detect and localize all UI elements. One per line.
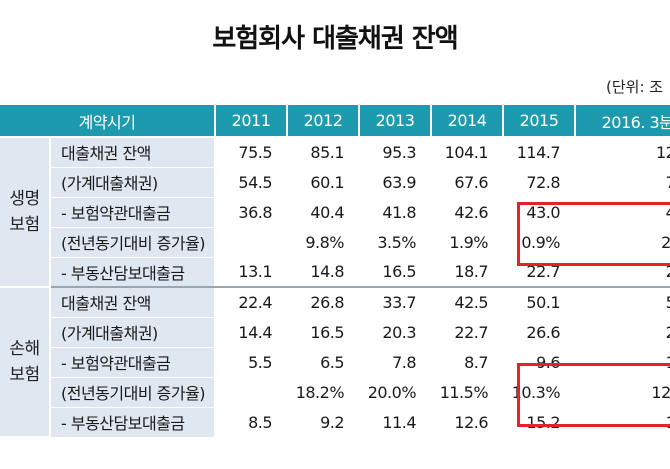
value-cell: 20.3	[359, 317, 433, 348]
table-row: (전년동기대비 증가율) 9.8% 3.5% 1.9% 0.9% 2.6	[0, 227, 670, 258]
value-cell: 25	[575, 257, 670, 288]
value-cell: 42.5	[431, 287, 505, 318]
value-cell: 22.7	[431, 317, 505, 348]
header-year: 2013	[359, 105, 433, 138]
value-cell: 5.5	[215, 347, 289, 378]
value-cell: 14.8	[287, 257, 361, 288]
value-cell: 14.4	[215, 317, 289, 348]
value-cell: 20.0%	[359, 377, 433, 408]
value-cell: 67.6	[431, 167, 505, 198]
value-cell: 26.6	[503, 317, 577, 348]
unit-note: (단위: 조	[606, 78, 664, 96]
row-label: (가계대출채권)	[50, 167, 217, 198]
value-cell: 11.5%	[431, 377, 505, 408]
value-cell: 22.7	[503, 257, 577, 288]
table-row: (전년동기대비 증가율) 18.2% 20.0% 11.5% 10.3% 12.…	[0, 377, 670, 408]
value-cell: 22.4	[215, 287, 289, 318]
table-row: - 부동산담보대출금 8.5 9.2 11.4 12.6 15.2 16	[0, 407, 670, 438]
value-cell: 26.8	[287, 287, 361, 318]
loan-balance-table: 계약시기 2011 2012 2013 2014 2015 2016. 3분 생…	[0, 105, 670, 438]
header-contract-period: 계약시기	[0, 105, 217, 138]
value-cell: 114.7	[503, 137, 577, 168]
value-cell: 9.8%	[287, 227, 361, 258]
value-cell: 95.3	[359, 137, 433, 168]
table-row: 생명 보험 대출채권 잔액 75.5 85.1 95.3 104.1 114.7…	[0, 137, 670, 288]
value-cell: 9.6	[503, 347, 577, 378]
header-year: 2012	[287, 105, 361, 138]
value-cell: 29	[575, 317, 670, 348]
value-cell: 50.1	[503, 287, 577, 318]
value-cell: 2.6	[575, 227, 670, 258]
row-label: (전년동기대비 증가율)	[50, 377, 217, 408]
value-cell: 123	[575, 137, 670, 168]
table-title: 보험회사 대출채권 잔액	[212, 24, 458, 54]
value-cell: 16.5	[359, 257, 433, 288]
highlight-box-life	[517, 202, 670, 266]
row-label: (가계대출채권)	[50, 317, 217, 348]
value-cell: 41.8	[359, 197, 433, 228]
header-year: 2016. 3분	[575, 105, 670, 138]
row-label: 대출채권 잔액	[50, 287, 217, 318]
value-cell: 63.9	[359, 167, 433, 198]
value-cell: 0.9%	[503, 227, 577, 258]
value-cell: 33.7	[359, 287, 433, 318]
header-year: 2011	[215, 105, 289, 138]
value-cell: 13.1	[215, 257, 289, 288]
value-cell: 72.8	[503, 167, 577, 198]
header-year: 2015	[503, 105, 577, 138]
value-cell: 8.5	[215, 407, 289, 438]
table-row: - 보험약관대출금 36.8 40.4 41.8 42.6 43.0 43	[0, 197, 670, 228]
value-cell: 43.0	[503, 197, 577, 228]
row-label: 대출채권 잔액	[50, 137, 217, 168]
row-label: - 보험약관대출금	[50, 197, 217, 228]
value-cell: 16	[575, 407, 670, 438]
value-cell: 16.5	[287, 317, 361, 348]
value-cell: 60.1	[287, 167, 361, 198]
row-label: - 부동산담보대출금	[50, 257, 217, 288]
table-row: (가계대출채권) 14.4 16.5 20.3 22.7 26.6 29	[0, 317, 670, 348]
value-cell: 15.2	[503, 407, 577, 438]
row-label: (전년동기대비 증가율)	[50, 227, 217, 258]
table-row: - 보험약관대출금 5.5 6.5 7.8 8.7 9.6 10	[0, 347, 670, 378]
value-cell: 42.6	[431, 197, 505, 228]
value-cell: 40.4	[287, 197, 361, 228]
group-label-nonlife: 손해 보험	[0, 287, 51, 438]
value-cell: 75.5	[215, 137, 289, 168]
table-row: - 부동산담보대출금 13.1 14.8 16.5 18.7 22.7 25	[0, 257, 670, 288]
value-cell: 1.9%	[431, 227, 505, 258]
value-cell	[215, 377, 289, 408]
value-cell: 56	[575, 287, 670, 318]
value-cell: 7.8	[359, 347, 433, 378]
value-cell: 9.2	[287, 407, 361, 438]
value-cell: 10.3%	[503, 377, 577, 408]
value-cell: 11.4	[359, 407, 433, 438]
header-year: 2014	[431, 105, 505, 138]
value-cell: 12.6	[431, 407, 505, 438]
value-cell: 12.3	[575, 377, 670, 408]
value-cell: 18.2%	[287, 377, 361, 408]
value-cell: 76	[575, 167, 670, 198]
value-cell	[215, 227, 289, 258]
value-cell: 6.5	[287, 347, 361, 378]
highlight-box-nonlife	[517, 363, 670, 427]
value-cell: 10	[575, 347, 670, 378]
value-cell: 8.7	[431, 347, 505, 378]
value-cell: 85.1	[287, 137, 361, 168]
value-cell: 104.1	[431, 137, 505, 168]
value-cell: 54.5	[215, 167, 289, 198]
value-cell: 36.8	[215, 197, 289, 228]
value-cell: 18.7	[431, 257, 505, 288]
table-row: 손해 보험 대출채권 잔액 22.4 26.8 33.7 42.5 50.1 5…	[0, 287, 670, 438]
table-row: (가계대출채권) 54.5 60.1 63.9 67.6 72.8 76	[0, 167, 670, 198]
header-row: 계약시기 2011 2012 2013 2014 2015 2016. 3분	[0, 105, 670, 138]
row-label: - 보험약관대출금	[50, 347, 217, 378]
value-cell: 3.5%	[359, 227, 433, 258]
group-label-life: 생명 보험	[0, 137, 51, 288]
row-label: - 부동산담보대출금	[50, 407, 217, 438]
